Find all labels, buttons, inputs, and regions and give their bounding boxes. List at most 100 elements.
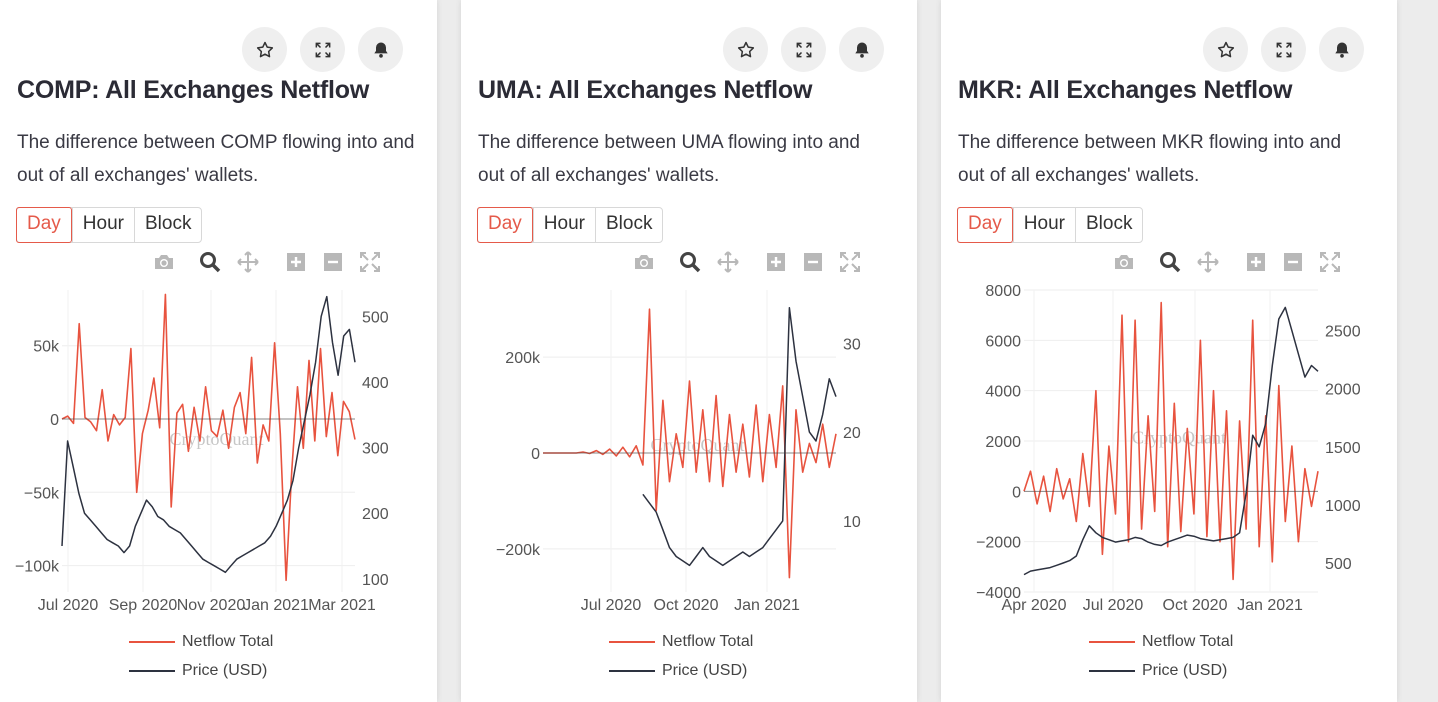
zoom-out-icon[interactable]	[1281, 250, 1305, 274]
legend-item-price[interactable]: Price (USD)	[609, 661, 747, 681]
zoom-in-icon[interactable]	[764, 250, 788, 274]
pan-icon[interactable]	[236, 250, 260, 274]
x-tick-label: Jan 2021	[734, 597, 800, 614]
alert-button[interactable]	[1319, 27, 1364, 72]
y-right-tick-label: 1000	[1325, 498, 1361, 515]
price-series-line	[642, 307, 837, 567]
expand-icon	[313, 40, 333, 60]
x-tick-label: Jan 2021	[243, 597, 309, 614]
chart-title: MKR: All Exchanges Netflow	[958, 76, 1293, 104]
star-icon	[255, 40, 275, 60]
y-left-tick-label: 0	[50, 412, 59, 429]
y-left-tick-label: −2000	[976, 535, 1021, 552]
y-right-tick-label: 300	[362, 441, 389, 458]
netflow-series-line	[61, 293, 356, 582]
zoom-icon[interactable]	[678, 250, 702, 274]
tab-day[interactable]: Day	[477, 207, 533, 243]
camera-icon[interactable]	[632, 250, 656, 274]
star-icon	[736, 40, 756, 60]
autoscale-icon[interactable]	[1318, 250, 1342, 274]
y-left-tick-label: 50k	[33, 339, 60, 356]
legend-label: Netflow Total	[182, 633, 274, 650]
price-series-line	[1023, 306, 1319, 576]
tab-block[interactable]: Block	[1074, 208, 1142, 242]
legend-label: Netflow Total	[1142, 633, 1234, 650]
y-right-tick-label: 2500	[1325, 324, 1361, 341]
legend-item-netflow[interactable]: Netflow Total	[1089, 632, 1233, 652]
fullscreen-button[interactable]	[781, 27, 826, 72]
alert-button[interactable]	[839, 27, 884, 72]
chart-title: UMA: All Exchanges Netflow	[478, 76, 813, 104]
star-icon	[1216, 40, 1236, 60]
pan-icon[interactable]	[1196, 250, 1220, 274]
resolution-tabs: Day Hour Block	[477, 207, 664, 243]
card-actions	[723, 27, 884, 72]
chart-card-comp: COMP: All Exchanges Netflow The differenc…	[0, 0, 437, 702]
favorite-button[interactable]	[723, 27, 768, 72]
tab-hour[interactable]: Hour	[71, 208, 134, 242]
zoom-out-icon[interactable]	[321, 250, 345, 274]
x-tick-label: Jan 2021	[1237, 597, 1303, 614]
pan-icon[interactable]	[716, 250, 740, 274]
legend-item-price[interactable]: Price (USD)	[1089, 661, 1227, 681]
favorite-button[interactable]	[1203, 27, 1248, 72]
price-series-line	[61, 295, 356, 574]
netflow-chart: 200k 0 −200k Jul 2020 Oct 2020 Jan 2021 30 20 10…	[496, 290, 861, 614]
y-right-tick-label: 100	[362, 572, 389, 589]
fullscreen-button[interactable]	[1261, 27, 1306, 72]
legend-item-price[interactable]: Price (USD)	[129, 661, 267, 681]
autoscale-icon[interactable]	[838, 250, 862, 274]
x-tick-label: Oct 2020	[654, 597, 719, 614]
tab-block[interactable]: Block	[133, 208, 201, 242]
tab-day[interactable]: Day	[16, 207, 72, 243]
camera-icon[interactable]	[152, 250, 176, 274]
watermark: CryptoQuant	[651, 435, 745, 455]
y-left-tick-label: −50k	[24, 485, 60, 502]
legend-swatch	[129, 641, 175, 643]
chart-description: The difference between MKR flowing into …	[958, 132, 1342, 186]
y-right-tick-label: 2000	[1325, 382, 1361, 399]
zoom-in-icon[interactable]	[1244, 250, 1268, 274]
zoom-out-icon[interactable]	[801, 250, 825, 274]
zoom-icon[interactable]	[198, 250, 222, 274]
chart-title: COMP: All Exchanges Netflow	[17, 76, 370, 104]
x-tick-label: Jul 2020	[38, 597, 99, 614]
page-scroll-area	[1408, 0, 1438, 702]
legend-label: Price (USD)	[1142, 662, 1228, 679]
netflow-series-line	[1023, 301, 1319, 581]
expand-icon	[794, 40, 814, 60]
tab-hour[interactable]: Hour	[532, 208, 595, 242]
zoom-icon[interactable]	[1158, 250, 1182, 274]
legend-label: Price (USD)	[182, 662, 268, 679]
camera-icon[interactable]	[1112, 250, 1136, 274]
chart-card-mkr: MKR: All Exchanges Netflow The difference…	[941, 0, 1397, 702]
y-left-tick-label: −4000	[976, 585, 1021, 602]
bell-icon	[852, 40, 872, 60]
legend-item-netflow[interactable]: Netflow Total	[129, 632, 273, 652]
y-right-tick-label: 400	[362, 375, 389, 392]
autoscale-icon[interactable]	[358, 250, 382, 274]
zoom-in-icon[interactable]	[284, 250, 308, 274]
x-tick-label: Oct 2020	[1163, 597, 1228, 614]
y-left-tick-label: 0	[1012, 484, 1021, 501]
resolution-tabs: Day Hour Block	[957, 207, 1144, 243]
y-left-tick-label: 0	[531, 446, 540, 463]
legend-item-netflow[interactable]: Netflow Total	[609, 632, 753, 652]
tab-day[interactable]: Day	[957, 207, 1013, 243]
tab-block[interactable]: Block	[594, 208, 662, 242]
tab-hour[interactable]: Hour	[1012, 208, 1075, 242]
expand-icon	[1274, 40, 1294, 60]
legend-label: Netflow Total	[662, 633, 754, 650]
legend-swatch	[609, 641, 655, 643]
alert-button[interactable]	[358, 27, 403, 72]
legend-swatch	[1089, 641, 1135, 643]
bell-icon	[371, 40, 391, 60]
chart-modebar	[632, 250, 862, 276]
x-tick-label: Nov 2020	[177, 597, 246, 614]
legend-swatch	[1089, 670, 1135, 672]
fullscreen-button[interactable]	[300, 27, 345, 72]
card-actions	[1203, 27, 1364, 72]
x-tick-label: Mar 2021	[308, 597, 376, 614]
favorite-button[interactable]	[242, 27, 287, 72]
